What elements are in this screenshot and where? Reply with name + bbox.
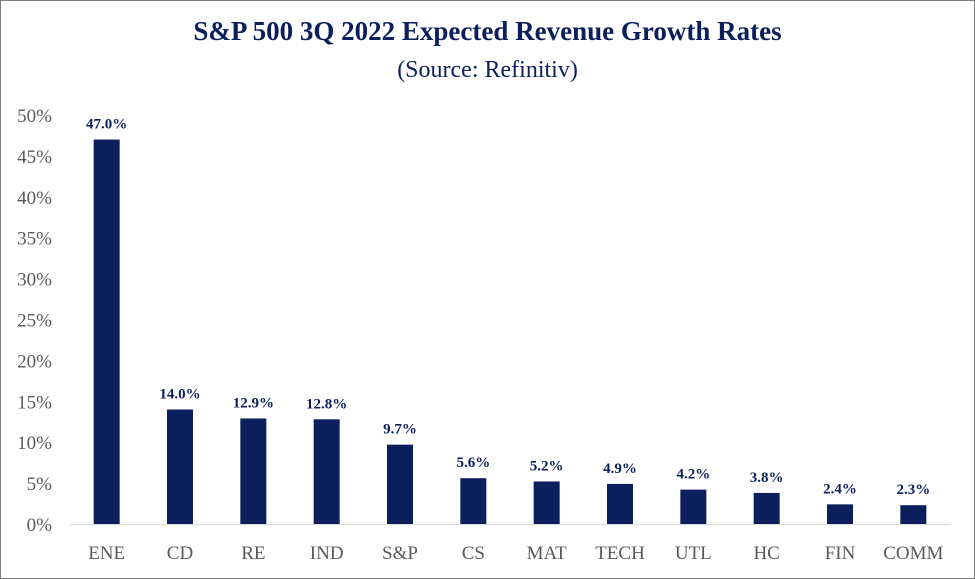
- bar-ind: [313, 419, 340, 524]
- data-label: 14.0%: [159, 386, 200, 402]
- x-tick-label: HC: [753, 543, 779, 564]
- data-label: 5.6%: [456, 455, 490, 471]
- bar-re: [240, 418, 267, 524]
- bar-cs: [460, 478, 487, 524]
- y-tick-label: 50%: [17, 106, 52, 127]
- bar-hc: [753, 492, 780, 524]
- chart-title: S&P 500 3Q 2022 Expected Revenue Growth …: [193, 16, 782, 46]
- y-tick-label: 20%: [17, 351, 52, 372]
- chart-subtitle: (Source: Refinitiv): [397, 57, 578, 83]
- y-tick-label: 40%: [17, 188, 52, 209]
- data-label: 2.3%: [896, 482, 930, 498]
- x-tick-label: CD: [167, 543, 193, 564]
- x-tick-label: ENE: [88, 543, 125, 564]
- data-label: 4.9%: [603, 461, 637, 477]
- y-tick-label: 5%: [27, 474, 53, 495]
- x-tick-label: S&P: [382, 543, 418, 564]
- data-label: 3.8%: [750, 470, 784, 486]
- data-label: 12.8%: [306, 396, 347, 412]
- data-label: 47.0%: [86, 117, 127, 133]
- data-label: 4.2%: [676, 467, 710, 483]
- bar-cd: [167, 409, 193, 524]
- x-tick-label: CS: [462, 543, 485, 564]
- x-tick-label: IND: [310, 543, 344, 564]
- y-tick-label: 35%: [17, 229, 52, 250]
- data-label: 9.7%: [383, 422, 417, 438]
- y-tick-label: 15%: [17, 392, 52, 413]
- y-tick-label: 10%: [17, 433, 52, 454]
- x-tick-label: TECH: [595, 543, 645, 564]
- bar-fin: [827, 504, 853, 524]
- bar-sp: [387, 444, 413, 524]
- bar-comm: [900, 505, 927, 524]
- x-tick-label: RE: [241, 543, 265, 564]
- x-tick-label: UTL: [675, 543, 712, 564]
- bar-mat: [533, 481, 560, 524]
- y-tick-label: 0%: [27, 515, 53, 536]
- data-label: 5.2%: [530, 458, 564, 474]
- bar-utl: [680, 489, 707, 524]
- y-tick-label: 45%: [17, 147, 52, 168]
- x-tick-label: COMM: [883, 543, 943, 564]
- y-tick-label: 25%: [17, 311, 52, 332]
- bar-ene: [93, 139, 120, 525]
- y-tick-label: 30%: [17, 270, 52, 291]
- bar-tech: [607, 483, 633, 524]
- x-tick-label: MAT: [527, 543, 568, 564]
- data-label: 2.4%: [823, 481, 857, 497]
- x-tick-label: FIN: [825, 543, 856, 564]
- data-label: 12.9%: [233, 395, 274, 411]
